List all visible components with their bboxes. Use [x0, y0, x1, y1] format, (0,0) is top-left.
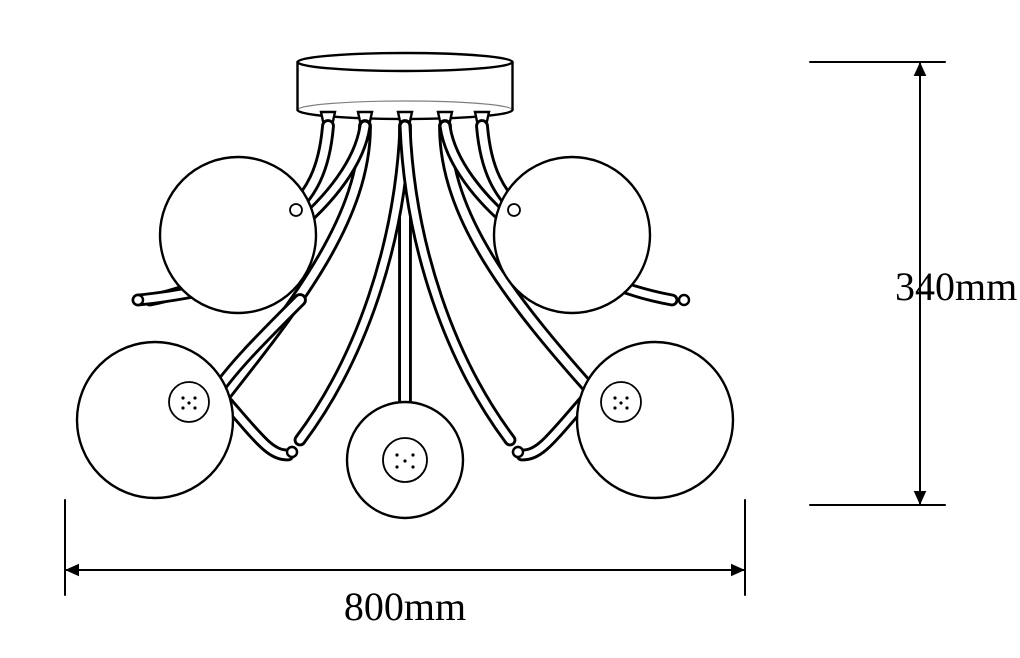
height-dimension-label: 340mm [895, 264, 1017, 309]
width-dimension-label: 800mm [344, 584, 466, 629]
